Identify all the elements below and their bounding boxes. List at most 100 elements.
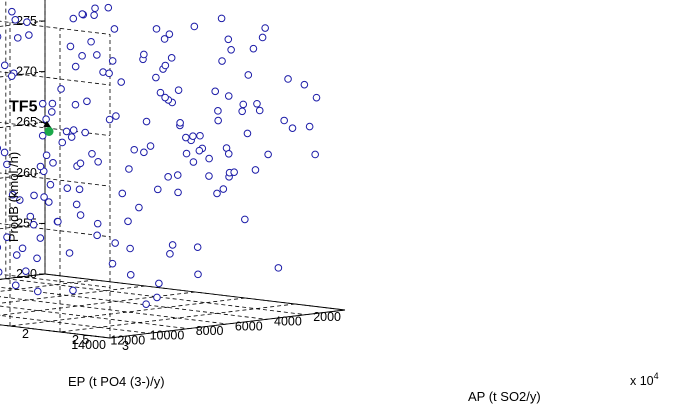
scatter-point bbox=[63, 184, 72, 192]
scatter-point bbox=[78, 52, 86, 60]
scatter-point bbox=[224, 92, 233, 100]
scatter-point bbox=[117, 78, 126, 86]
scatter-point bbox=[255, 106, 264, 115]
scatter-point bbox=[76, 211, 85, 219]
scatter-point bbox=[224, 35, 233, 44]
ep-tick-label: 8000 bbox=[196, 324, 224, 338]
scatter-point bbox=[36, 162, 45, 171]
grid-line bbox=[0, 324, 111, 339]
scatter-point bbox=[126, 244, 134, 253]
scatter-point bbox=[54, 217, 62, 226]
scatter-point bbox=[11, 281, 20, 290]
scatter-point bbox=[47, 108, 56, 116]
scatter-point bbox=[36, 234, 45, 242]
ep-tick-label: 6000 bbox=[235, 319, 263, 333]
scatter-point bbox=[160, 35, 169, 43]
scatter-point bbox=[26, 212, 35, 221]
z-tick-label: 260 bbox=[16, 166, 37, 180]
scatter-point bbox=[174, 188, 182, 197]
scatter-point bbox=[205, 154, 213, 163]
scatter-point bbox=[22, 267, 30, 275]
scatter-point bbox=[8, 7, 16, 16]
scatter-point bbox=[42, 151, 51, 160]
scatter-point bbox=[3, 233, 11, 241]
scatter-point bbox=[219, 185, 228, 193]
scatter-point bbox=[83, 97, 91, 106]
scatter-point bbox=[300, 80, 309, 89]
scatter-point bbox=[76, 159, 85, 168]
scatter-point bbox=[0, 244, 2, 251]
scatter-point bbox=[108, 57, 117, 65]
scatter-point bbox=[152, 73, 160, 82]
scatter-point bbox=[25, 31, 33, 39]
scatter-point bbox=[0, 268, 3, 276]
scatter-point bbox=[88, 149, 96, 158]
scatter-point bbox=[48, 99, 57, 108]
scatter-point bbox=[57, 85, 65, 93]
scatter-point bbox=[140, 148, 148, 157]
scatter-point bbox=[110, 25, 119, 33]
highlighted-points: TF4TF5TF3 bbox=[9, 98, 54, 136]
scatter-point bbox=[0, 33, 2, 40]
scatter-point bbox=[166, 250, 174, 258]
scatter-point bbox=[182, 149, 191, 158]
scatter-point bbox=[11, 16, 20, 24]
scatter-point bbox=[189, 132, 197, 140]
scatter-point bbox=[284, 75, 292, 83]
grid-line bbox=[5, 278, 306, 316]
scatter-point bbox=[7, 72, 16, 80]
ap-tick-label: 3 bbox=[122, 339, 129, 353]
scatter-point bbox=[8, 190, 17, 199]
scatter-point bbox=[176, 119, 184, 127]
scatter-point bbox=[71, 62, 80, 71]
scatter-point bbox=[0, 61, 9, 70]
scatter-point bbox=[253, 99, 261, 108]
scatter-point bbox=[62, 127, 71, 136]
scatter-point bbox=[164, 173, 172, 181]
scatter-point bbox=[168, 241, 177, 249]
scatter-point bbox=[93, 51, 101, 59]
scatter-point bbox=[155, 279, 163, 288]
scatter-point bbox=[93, 231, 101, 240]
scatter-point bbox=[195, 146, 204, 155]
scatter-point bbox=[214, 116, 222, 125]
scatter-point bbox=[49, 159, 57, 167]
scatter-point bbox=[69, 126, 78, 134]
scatter-point bbox=[224, 150, 233, 158]
scatter-point bbox=[312, 93, 321, 102]
ep-axis-label: EP (t PO4 (3-)/y) bbox=[68, 374, 165, 389]
scatter-point bbox=[213, 189, 221, 198]
scatter-point bbox=[104, 3, 113, 12]
scatter-point bbox=[196, 131, 204, 140]
scatter-point bbox=[38, 131, 47, 140]
ap-tick-label: 2.5 bbox=[72, 333, 89, 347]
scatter-point bbox=[87, 37, 95, 46]
scatter-point bbox=[125, 165, 133, 173]
scatter-point bbox=[0, 148, 9, 157]
scatter-point bbox=[29, 220, 38, 229]
scatter-point bbox=[69, 286, 77, 295]
scatter-point bbox=[165, 30, 174, 38]
grid-line bbox=[59, 303, 296, 333]
scatter-point bbox=[174, 86, 183, 94]
scatter-point bbox=[42, 115, 50, 124]
scatter-point bbox=[75, 185, 84, 194]
scatter-point bbox=[288, 124, 297, 132]
scatter-point bbox=[40, 193, 48, 201]
scatter-point bbox=[99, 68, 107, 76]
scatter-point bbox=[90, 11, 98, 19]
scatter-point bbox=[146, 142, 155, 150]
scatter-point bbox=[33, 287, 42, 296]
scatter-point bbox=[78, 10, 87, 18]
scatter-point bbox=[38, 99, 47, 108]
scatter-point bbox=[0, 145, 2, 151]
ep-tick-label: 4000 bbox=[274, 315, 302, 329]
scatter-point bbox=[264, 150, 272, 159]
callout-label-tf5: TF5 bbox=[9, 98, 38, 115]
grid-line bbox=[9, 297, 246, 327]
scatter-point bbox=[193, 243, 202, 251]
callout-arrowhead bbox=[43, 120, 52, 128]
scatter-point bbox=[194, 270, 202, 279]
scatter-point bbox=[45, 198, 53, 206]
